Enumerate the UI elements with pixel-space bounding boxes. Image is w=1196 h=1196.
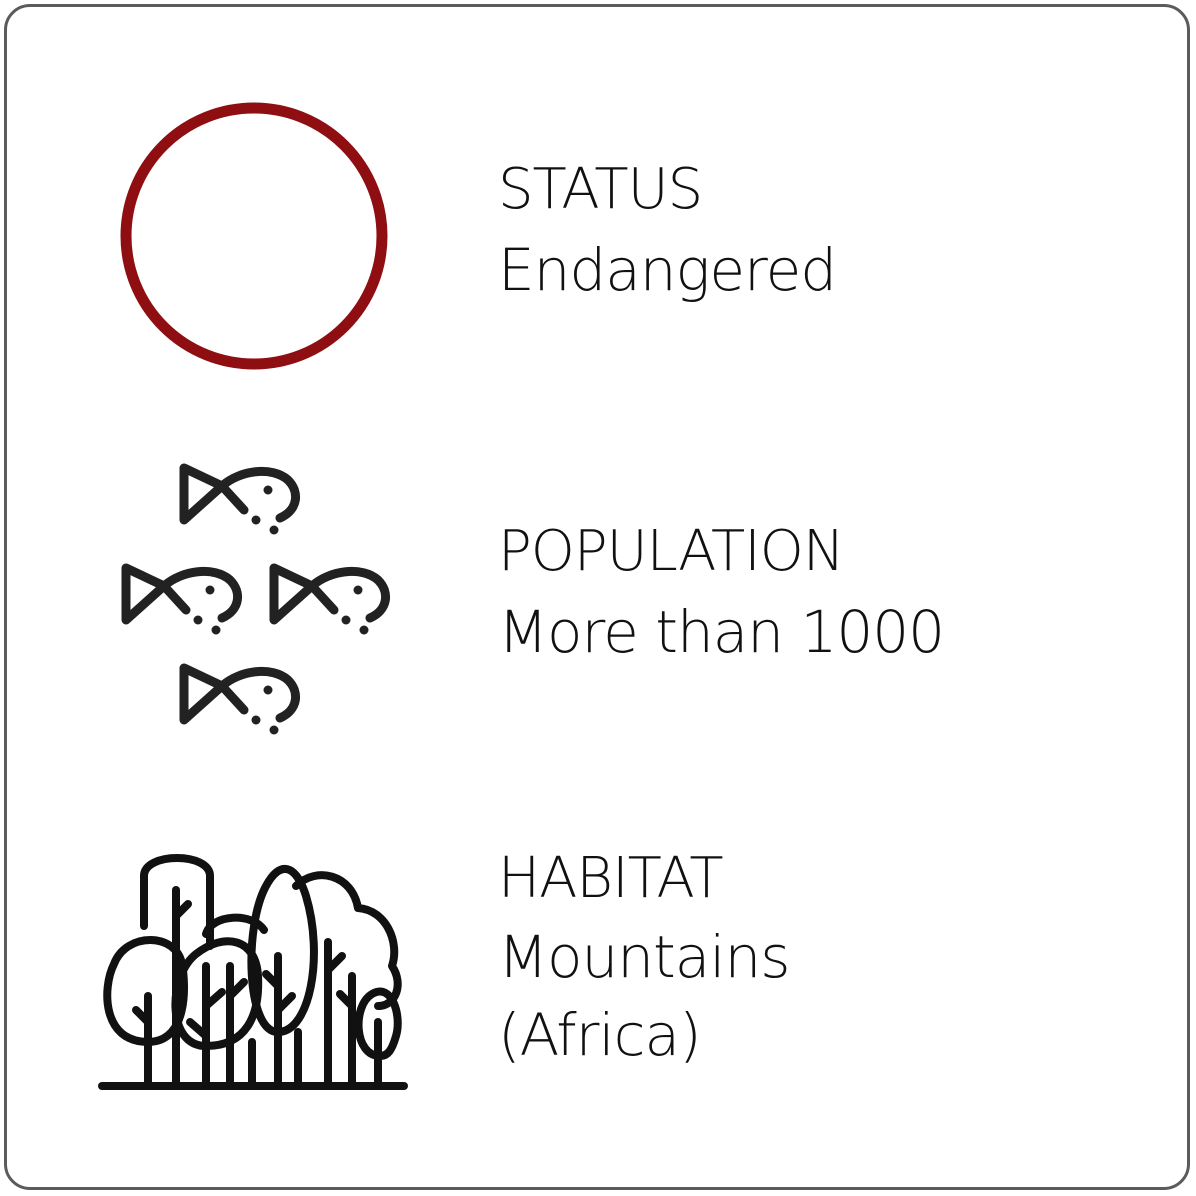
status-value: Endangered — [498, 236, 837, 304]
status-text: STATUS Endangered — [498, 150, 837, 310]
habitat-text: HABITAT Mountains (Africa) — [498, 840, 790, 1074]
fish-left-icon — [126, 568, 238, 635]
habitat-value: Mountains — [498, 923, 790, 991]
status-circle-icon — [120, 102, 388, 370]
population-title: POPULATION — [498, 519, 845, 584]
population-text: POPULATION More than 1000 — [498, 512, 945, 672]
species-fact-card — [4, 4, 1190, 1190]
forest-icon — [98, 854, 408, 1090]
fish-bottom-icon — [184, 668, 296, 735]
fish-group-icon — [110, 450, 400, 740]
status-title: STATUS — [498, 157, 703, 222]
fish-top-icon — [184, 468, 296, 535]
population-value: More than 1000 — [498, 598, 945, 666]
habitat-detail: (Africa) — [498, 1001, 702, 1069]
habitat-title: HABITAT — [498, 846, 724, 911]
fish-right-icon — [274, 568, 386, 635]
